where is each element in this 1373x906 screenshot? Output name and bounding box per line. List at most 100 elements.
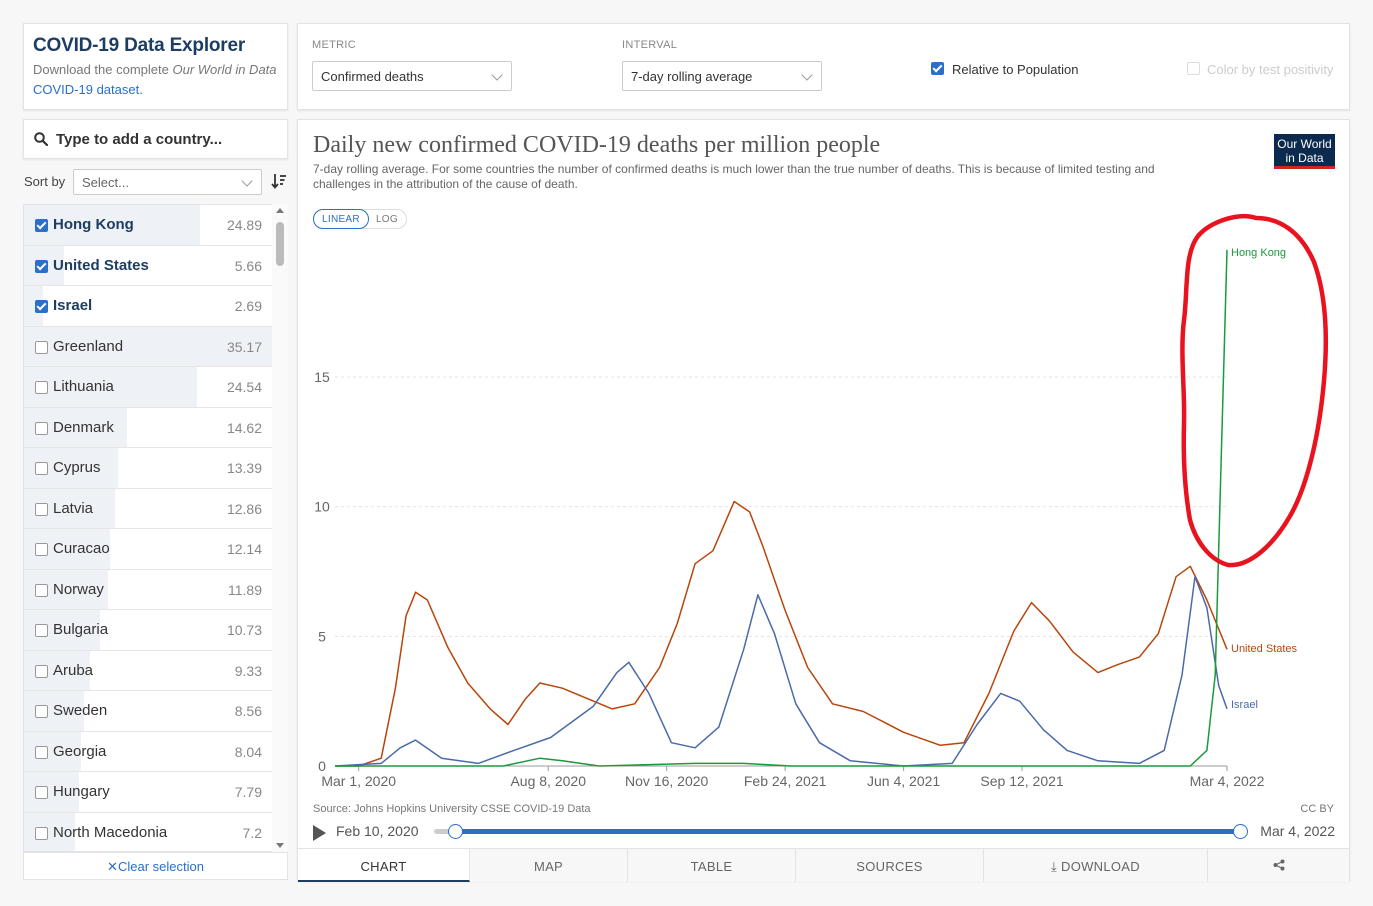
chevron-down-icon: [241, 175, 252, 186]
country-row[interactable]: Israel 2.69: [24, 286, 272, 327]
country-name: Greenland: [53, 338, 123, 355]
interval-select[interactable]: 7-day rolling average: [622, 61, 822, 91]
chevron-down-icon: [491, 69, 502, 80]
country-name: Latvia: [53, 500, 93, 517]
play-icon[interactable]: [313, 825, 326, 841]
country-name: Sweden: [53, 702, 107, 719]
country-search[interactable]: Type to add a country...: [23, 119, 288, 159]
country-checkbox[interactable]: [35, 503, 48, 516]
country-checkbox[interactable]: [35, 584, 48, 597]
metric-label: METRIC: [312, 39, 356, 51]
country-checkbox[interactable]: [35, 462, 48, 475]
country-checkbox[interactable]: [35, 786, 48, 799]
country-checkbox[interactable]: [35, 624, 48, 637]
country-row[interactable]: Cyprus 13.39: [24, 448, 272, 489]
series-label-united-states[interactable]: United States: [1231, 643, 1298, 655]
x-tick-label: Jun 4, 2021: [867, 773, 940, 789]
relative-population-label[interactable]: Relative to Population: [952, 62, 1078, 77]
country-value: 7.2: [243, 825, 262, 841]
country-list-scrollbar[interactable]: [272, 204, 288, 852]
country-row[interactable]: United States 5.66: [24, 246, 272, 287]
tab-sources[interactable]: SOURCES: [796, 849, 984, 882]
series-labels: United States Israel Hong Kong: [1231, 247, 1298, 711]
series-label-israel[interactable]: Israel: [1231, 699, 1258, 711]
country-checkbox[interactable]: [35, 543, 48, 556]
dataset-link[interactable]: COVID-19 dataset.: [33, 82, 143, 97]
relative-population-checkbox[interactable]: [931, 62, 944, 75]
country-name: Denmark: [53, 419, 114, 436]
country-checkbox[interactable]: [35, 219, 48, 232]
country-checkbox[interactable]: [35, 341, 48, 354]
metric-select[interactable]: Confirmed deaths: [312, 61, 512, 91]
y-axis: 051015: [314, 369, 330, 774]
series-label-hong-kong[interactable]: Hong Kong: [1231, 247, 1286, 259]
country-value: 13.39: [227, 460, 262, 476]
y-tick-label: 15: [314, 369, 330, 385]
tab-table[interactable]: TABLE: [628, 849, 796, 882]
country-value: 24.89: [227, 217, 262, 233]
scroll-up-icon[interactable]: [276, 208, 284, 213]
country-checkbox[interactable]: [35, 746, 48, 759]
series-line-united-states[interactable]: [335, 502, 1227, 767]
country-name: Georgia: [53, 743, 106, 760]
country-row[interactable]: Aruba 9.33: [24, 651, 272, 692]
country-list[interactable]: Hong Kong 24.89 United States 5.66 Israel 2.6…: [23, 204, 288, 852]
country-row[interactable]: Bulgaria 10.73: [24, 610, 272, 651]
license-link[interactable]: CC BY: [1300, 803, 1334, 815]
tab-share[interactable]: [1208, 849, 1349, 882]
interval-label: INTERVAL: [622, 39, 677, 51]
country-row[interactable]: Greenland 35.17: [24, 327, 272, 368]
country-checkbox[interactable]: [35, 827, 48, 840]
sort-label: Sort by: [24, 174, 65, 189]
explorer-title: COVID-19 Data Explorer: [33, 35, 278, 57]
chevron-down-icon: [801, 69, 812, 80]
timeline-start-handle[interactable]: [448, 824, 463, 839]
timeline-end-handle[interactable]: [1233, 824, 1248, 839]
country-value: 14.62: [227, 420, 262, 436]
country-checkbox[interactable]: [35, 381, 48, 394]
timeline-range: [455, 829, 1240, 834]
country-row[interactable]: Norway 11.89: [24, 570, 272, 611]
series-line-hong-kong[interactable]: [335, 250, 1227, 766]
country-name: United States: [53, 257, 149, 274]
country-value: 12.14: [227, 541, 262, 557]
sort-select[interactable]: Select...: [73, 169, 262, 195]
chart-tabs: CHART MAP TABLE SOURCES ⤓ DOWNLOAD: [298, 848, 1349, 881]
country-row[interactable]: Hong Kong 24.89: [24, 205, 272, 246]
country-row[interactable]: Curacao 12.14: [24, 529, 272, 570]
timeline: Feb 10, 2020 Mar 4, 2022: [313, 820, 1338, 844]
search-icon: [34, 132, 48, 146]
country-row[interactable]: Hungary 7.79: [24, 772, 272, 813]
country-checkbox[interactable]: [35, 665, 48, 678]
explorer-description: Download the complete Our World in Data …: [33, 60, 278, 100]
country-row[interactable]: North Macedonia 7.2: [24, 813, 272, 853]
line-chart: 0 5 10 15 Mar 1, 2020 Aug 8, 2020 Nov 16, 202…: [298, 120, 1349, 800]
x-tick-label: Nov 16, 2020: [625, 773, 708, 789]
red-circle-annotation: [1182, 216, 1325, 565]
country-checkbox[interactable]: [35, 705, 48, 718]
scroll-thumb[interactable]: [276, 222, 284, 266]
tab-map[interactable]: MAP: [470, 849, 628, 882]
tab-download[interactable]: ⤓ DOWNLOAD: [984, 849, 1208, 882]
series-line-israel[interactable]: [335, 577, 1227, 766]
tab-chart[interactable]: CHART: [298, 849, 470, 882]
scroll-down-icon[interactable]: [276, 843, 284, 848]
sort-order-icon[interactable]: [271, 173, 287, 189]
test-positivity-label[interactable]: Color by test positivity: [1207, 62, 1333, 77]
country-row[interactable]: Latvia 12.86: [24, 489, 272, 530]
country-row[interactable]: Georgia 8.04: [24, 732, 272, 773]
country-value: 24.54: [227, 379, 262, 395]
country-row[interactable]: Sweden 8.56: [24, 691, 272, 732]
country-checkbox[interactable]: [35, 300, 48, 313]
test-positivity-checkbox[interactable]: [1187, 62, 1200, 75]
country-checkbox[interactable]: [35, 260, 48, 273]
country-checkbox[interactable]: [35, 422, 48, 435]
country-row[interactable]: Lithuania 24.54: [24, 367, 272, 408]
series-lines: [335, 250, 1227, 766]
country-value: 12.86: [227, 501, 262, 517]
timeline-track[interactable]: [434, 829, 1240, 834]
country-row[interactable]: Denmark 14.62: [24, 408, 272, 449]
country-name: Curacao: [53, 540, 110, 557]
clear-selection-button[interactable]: ✕Clear selection: [23, 852, 288, 880]
country-name: Norway: [53, 581, 104, 598]
